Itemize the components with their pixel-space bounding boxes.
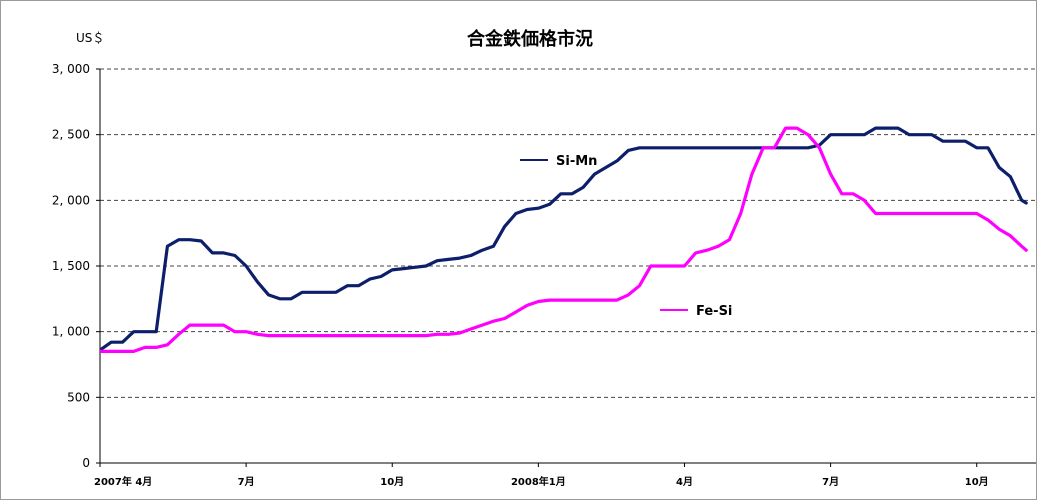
y-tick-label: 500: [67, 390, 90, 404]
chart-title: 合金鉄価格市況: [467, 28, 593, 50]
gridlines: [100, 68, 1036, 398]
series-lines: [100, 126, 1028, 353]
x-tick-label: 2007年 4月: [94, 475, 152, 488]
y-tick-label: 1, 000: [52, 325, 90, 339]
legend-label-fe-si: Fe-Si: [696, 304, 732, 319]
axes: [96, 68, 1036, 467]
x-tick-labels: 2007年 4月 7月 10月 2008年1月 4月 7月 10月: [94, 475, 989, 488]
series-line-si-mn: [100, 126, 1028, 352]
y-tick-label: 0: [82, 456, 90, 470]
x-tick-label: 7月: [822, 476, 839, 488]
x-tick-label: 2008年1月: [511, 475, 566, 488]
y-axis-unit: US＄: [76, 31, 104, 45]
y-tick-label: 2, 500: [52, 128, 90, 142]
x-tick-label: 7月: [238, 476, 255, 488]
legend-label-si-mn: Si-Mn: [556, 154, 597, 169]
legend: Si-Mn Fe-Si: [520, 154, 732, 319]
y-tick-label: 3, 000: [52, 62, 90, 76]
x-tick-label: 10月: [965, 476, 989, 488]
x-tick-label: 10月: [380, 476, 404, 488]
y-tick-label: 1, 500: [52, 259, 90, 273]
x-tick-label: 4月: [676, 476, 693, 488]
y-tick-labels: 0 500 1, 000 1, 500 2, 000 2, 500 3, 000: [52, 62, 90, 470]
y-tick-label: 2, 000: [52, 193, 90, 207]
series-line-fe-si: [100, 126, 1028, 353]
